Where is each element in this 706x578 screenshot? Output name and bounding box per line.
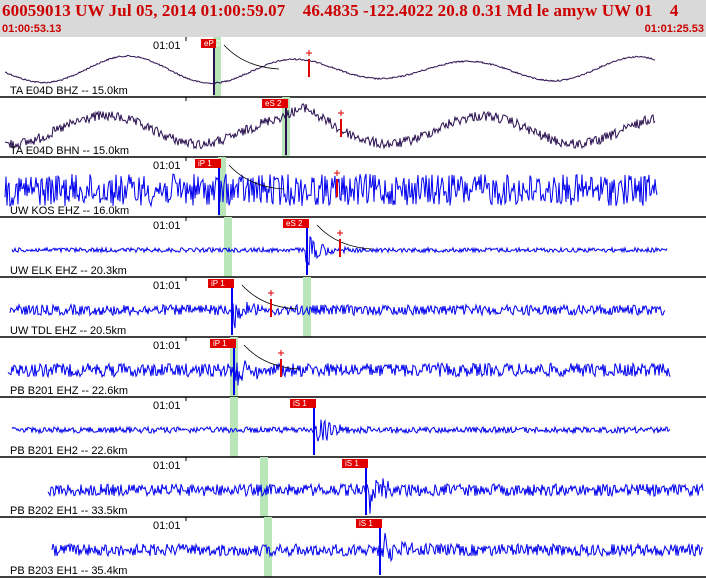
event-header: 60059013 UW Jul 05, 2014 01:00:59.07 46.… [0,0,706,37]
plus-mark-ta-e04d-bhz [306,50,312,56]
window-band-pb-b201-eh2 [230,397,238,457]
waveform-pb-b202-eh1[interactable] [47,478,704,514]
waveform-pb-b201-eh2[interactable] [11,418,671,442]
time-label-pb-b201-ehz: 01:01 [153,340,181,352]
arrival-curve-pb-b201-ehz [243,344,300,370]
pick-marker-pb-b201-ehz[interactable] [210,339,236,348]
pick-marker-uw-tdl-ehz[interactable] [208,279,234,288]
plus-mark-pb-b201-ehz [278,350,284,356]
pick-marker-pb-b202-eh1[interactable] [342,459,368,468]
station-label-uw-elk-ehz: UW ELK EHZ -- 20.3km [10,265,127,277]
pick-marker-ta-e04d-bhn[interactable] [262,99,288,108]
station-label-uw-kos-ehz: UW KOS EHZ -- 16.0km [10,205,129,217]
station-label-ta-e04d-bhn: TA E04D BHN -- 15.0km [10,145,129,157]
pick-label-pb-b201-eh2: iS 1 [293,399,307,408]
pick-label-uw-kos-ehz: iP 1 [198,159,212,168]
pick-marker-uw-kos-ehz[interactable] [195,159,221,168]
window-band-pb-b202-eh1 [260,457,268,517]
window-band-uw-elk-ehz [224,217,232,277]
station-label-pb-b201-ehz: PB B201 EHZ -- 22.6km [10,385,128,397]
pick-marker-ta-e04d-bhz[interactable] [201,39,216,48]
start-time: 01:00:53.13 [2,23,62,35]
arrival-curve-ta-e04d-bhz [223,44,280,70]
station-label-ta-e04d-bhz: TA E04D BHZ -- 15.0km [10,85,128,97]
waveform-uw-kos-ehz[interactable] [4,173,658,208]
time-label-pb-b202-eh1: 01:01 [153,460,181,472]
time-label-ta-e04d-bhz: 01:01 [153,40,181,52]
station-label-pb-b203-eh1: PB B203 EH1 -- 35.4km [10,565,127,577]
pick-label-pb-b203-eh1: iS 1 [359,519,373,528]
pick-marker-pb-b201-eh2[interactable] [290,399,316,408]
time-label-uw-tdl-ehz: 01:01 [153,280,181,292]
pick-label-ta-e04d-bhn: eS 2 [265,99,282,108]
waveform-ta-e04d-bhz[interactable] [4,54,656,85]
waveform-pb-b203-eh1[interactable] [51,532,704,563]
waveform-pb-b201-ehz[interactable] [7,360,671,386]
time-label-uw-elk-ehz: 01:01 [153,220,181,232]
arrival-curve-uw-kos-ehz [228,164,285,190]
plus-mark-uw-elk-ehz [337,230,343,236]
plus-mark-uw-tdl-ehz [268,290,274,296]
pick-label-uw-elk-ehz: eS 2 [286,219,303,228]
arrival-curve-uw-tdl-ehz [241,284,298,310]
seismogram-plot[interactable]: eP 2 01:01 TA E04D BHZ -- 15.0km eS 2 TA E04… [0,37,706,578]
arrival-curve-uw-elk-ehz [316,224,373,250]
pick-label-uw-tdl-ehz: iP 1 [211,279,225,288]
plus-mark-ta-e04d-bhn [338,110,344,116]
time-label-pb-b201-eh2: 01:01 [153,400,181,412]
end-time: 01:01:25.53 [644,23,704,35]
time-label-uw-kos-ehz: 01:01 [153,160,181,172]
time-label-pb-b203-eh1: 01:01 [153,520,181,532]
pick-label-ta-e04d-bhz: eP 2 [204,39,221,48]
station-label-uw-tdl-ehz: UW TDL EHZ -- 20.5km [10,325,126,337]
station-label-pb-b202-eh1: PB B202 EH1 -- 33.5km [10,505,127,517]
station-label-pb-b201-eh2: PB B201 EH2 -- 22.6km [10,445,127,457]
waveform-uw-tdl-ehz[interactable] [9,302,666,329]
pick-marker-pb-b203-eh1[interactable] [356,519,382,528]
pick-label-pb-b202-eh1: iS 1 [345,459,359,468]
window-band-ta-e04d-bhz [213,37,221,97]
waveform-ta-e04d-bhn[interactable] [4,103,656,150]
pick-marker-uw-elk-ehz[interactable] [283,219,309,228]
plus-mark-uw-kos-ehz [334,170,340,176]
pick-label-pb-b201-ehz: iP 1 [213,339,227,348]
event-title: 60059013 UW Jul 05, 2014 01:00:59.07 46.… [2,1,679,20]
